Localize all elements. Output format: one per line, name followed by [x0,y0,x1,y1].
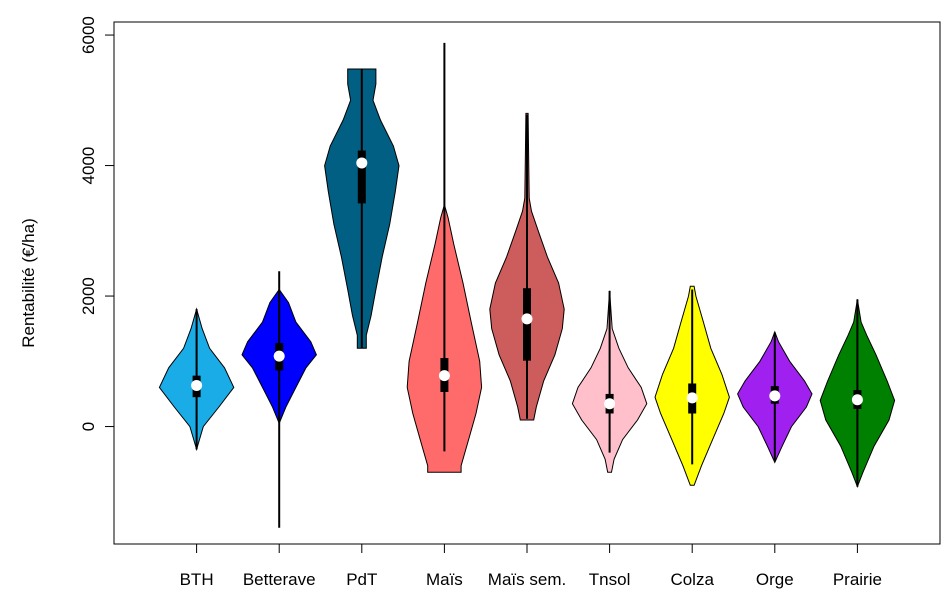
x-tick-label: Prairie [833,570,882,589]
y-tick-label: 2000 [79,277,98,315]
x-tick-label: PdT [346,570,377,589]
x-tick-label: Betterave [243,570,316,589]
y-tick-label: 4000 [79,147,98,185]
iqr-box [523,288,531,361]
x-tick-label: Maïs [426,570,463,589]
violin-tnsol [571,290,648,473]
y-axis: 0 2000 4000 6000 [79,16,114,431]
violin-ma-s-sem- [489,112,565,421]
y-tick-label: 6000 [79,16,98,54]
y-tick-label: 0 [79,422,98,431]
median-point [191,379,203,391]
violin-ma-s [406,42,483,473]
median-point [521,313,533,325]
median-point [273,350,285,362]
x-tick-label: Maïs sem. [488,570,566,589]
x-tick-label: Colza [670,570,714,589]
median-point [686,392,698,404]
violin-bth [158,307,235,452]
violin-betterave [241,271,317,528]
x-tick-label: Tnsol [589,570,631,589]
median-point [851,394,863,406]
violin-orge [737,330,813,464]
x-tick-label: Orge [756,570,794,589]
violin-colza [654,285,730,486]
violin-pdt [324,68,400,349]
x-axis: BTH Betterave PdT Maïs Maïs sem. Tnsol Colza Or… [180,544,882,589]
median-point [438,370,450,382]
median-point [356,157,368,169]
x-tick-label: BTH [180,570,214,589]
median-point [604,398,616,410]
plot-area [113,21,941,545]
violin-prairie [819,299,896,488]
median-point [769,390,781,402]
y-axis-title: Rentabilité (€/ha) [19,218,38,347]
iqr-box [357,150,366,204]
